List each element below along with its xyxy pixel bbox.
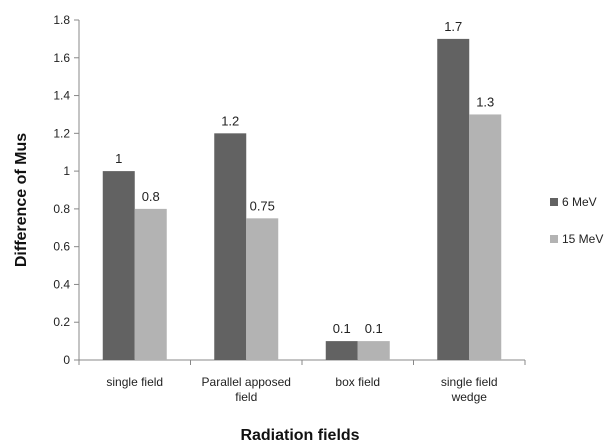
data-label: 0.1 (333, 321, 351, 336)
y-tick-label: 1.8 (53, 13, 70, 27)
legend-label: 15 MeV (562, 232, 603, 246)
y-axis: 0 0.2 0.4 0.6 0.8 1 1.2 1.4 1.6 1.8 (53, 13, 80, 367)
y-tick-label: 0 (63, 353, 70, 367)
data-label: 1.7 (444, 19, 462, 34)
y-tick-label: 0.2 (53, 315, 70, 329)
data-label: 1.2 (221, 113, 239, 128)
bar-6-mev (214, 133, 247, 360)
y-tick-label: 1 (63, 164, 70, 178)
data-label: 0.75 (250, 198, 275, 213)
data-labels: 1 1.2 0.1 1.7 0.8 0.75 0.1 1.3 (115, 19, 494, 336)
x-category-label: wedge (451, 390, 488, 404)
legend: 6 MeV 15 MeV (550, 195, 603, 246)
bar-15-mev (246, 218, 279, 360)
data-label: 0.8 (142, 189, 160, 204)
bar-6-mev (325, 341, 358, 360)
y-tick-label: 0.8 (53, 202, 70, 216)
y-tick-label: 1.4 (53, 89, 70, 103)
x-category-label: single field (106, 375, 163, 389)
y-tick-label: 0.6 (53, 240, 70, 254)
data-label: 1.3 (476, 94, 494, 109)
bar-15-mev (469, 114, 502, 360)
data-label: 0.1 (365, 321, 383, 336)
x-category-label: Parallel apposed (202, 375, 291, 389)
bar-15-mev (357, 341, 390, 360)
legend-swatch (550, 198, 558, 206)
y-axis-title: Difference of Mus (13, 133, 30, 267)
bar-15-mev (134, 208, 167, 360)
x-category-label: box field (335, 375, 380, 389)
bars (102, 38, 502, 361)
y-tick-label: 0.4 (53, 277, 70, 291)
y-tick-label: 1.2 (53, 126, 70, 140)
legend-label: 6 MeV (562, 195, 597, 209)
legend-swatch (550, 235, 558, 243)
x-axis-title: Radiation fields (240, 427, 359, 442)
y-tick-label: 1.6 (53, 51, 70, 65)
x-category-label: field (235, 390, 257, 404)
x-category-label: single field (441, 375, 498, 389)
bar-6-mev (102, 171, 135, 360)
bar-6-mev (437, 38, 470, 361)
data-label: 1 (115, 151, 122, 166)
